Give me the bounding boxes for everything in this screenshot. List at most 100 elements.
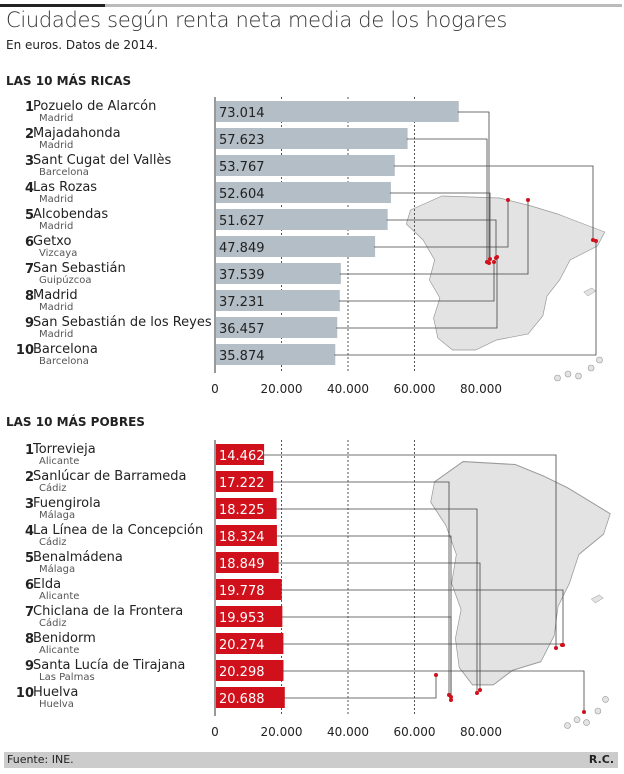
bar-poor xyxy=(216,444,265,465)
rank: 3 xyxy=(24,154,34,169)
bar-value-label: 57.623 xyxy=(219,133,265,148)
bar-rich xyxy=(216,344,336,365)
list-item: 1 Pozuelo de Alarcón Madrid xyxy=(0,99,210,127)
city-name: San Sebastián de los Reyes xyxy=(33,315,212,330)
section-title-poor: LAS 10 MÁS POBRES xyxy=(6,415,145,429)
connector-line xyxy=(386,219,497,258)
rank: 9 xyxy=(24,659,34,674)
spain-map-rich-canary-2 xyxy=(575,372,582,380)
bar-value-label: 51.627 xyxy=(219,214,265,229)
bar-poor xyxy=(216,471,274,492)
list-item: 10 Barcelona Barcelona xyxy=(0,342,210,370)
bar-poor xyxy=(216,633,284,654)
tick-label-poor: 80.000 xyxy=(460,725,502,739)
list-item: 3 Sant Cugat del Vallès Barcelona xyxy=(0,153,210,181)
rank: 4 xyxy=(24,181,34,196)
tick-label-rich: 40.000 xyxy=(327,382,369,396)
connector-line xyxy=(281,616,452,697)
bar-value-label: 36.457 xyxy=(219,322,265,337)
province-name: Madrid xyxy=(39,221,74,232)
connector-line xyxy=(374,200,509,248)
tick-label-rich: 80.000 xyxy=(460,382,502,396)
bar-value-label: 19.953 xyxy=(219,611,265,626)
connector-line xyxy=(389,192,491,259)
city-name: Huelva xyxy=(33,685,79,700)
bar-value-label: 17.222 xyxy=(219,476,265,491)
city-dot xyxy=(526,198,530,202)
province-name: Madrid xyxy=(39,302,74,313)
city-dot xyxy=(594,239,598,243)
bar-value-label: 18.324 xyxy=(219,530,265,545)
list-item: 2 Majadahonda Madrid xyxy=(0,126,210,154)
city-dot xyxy=(554,646,558,650)
connector-line xyxy=(272,481,450,695)
province-name: Cádiz xyxy=(39,483,67,494)
source-text: Fuente: INE. xyxy=(7,753,74,766)
bar-value-label: 52.604 xyxy=(219,187,265,202)
spain-map-poor-balearic xyxy=(590,594,604,604)
rank: 5 xyxy=(24,208,34,223)
tick-label-poor: 20.000 xyxy=(261,725,303,739)
spain-map-rich-canary-4 xyxy=(596,356,603,364)
city-name: La Línea de la Concepción xyxy=(33,523,204,538)
province-name: Huelva xyxy=(39,699,74,710)
list-item: 10 Huelva Huelva xyxy=(0,685,210,713)
bar-value-label: 18.225 xyxy=(219,503,265,518)
spain-map-poor-canary-1 xyxy=(573,716,581,724)
province-name: Barcelona xyxy=(39,356,89,367)
city-name: Sant Cugat del Vallès xyxy=(33,153,172,168)
city-name: Pozuelo de Alarcón xyxy=(33,99,157,114)
spain-map-poor-canary-2 xyxy=(583,719,590,726)
bar-rich xyxy=(216,101,459,122)
rank: 2 xyxy=(24,127,34,142)
list-item: 9 Santa Lucía de Tirajana Las Palmas xyxy=(0,658,210,686)
bar-rich xyxy=(216,182,391,203)
city-name: Alcobendas xyxy=(33,207,109,222)
footer: Fuente: INE. R.C. xyxy=(4,752,618,768)
bar-value-label: 19.778 xyxy=(219,584,265,599)
city-name: Benalmádena xyxy=(33,550,123,565)
list-item: 4 Las Rozas Madrid xyxy=(0,180,210,208)
list-item: 9 San Sebastián de los Reyes Madrid xyxy=(0,315,212,343)
province-name: Alicante xyxy=(39,645,80,656)
city-name: Fuengirola xyxy=(33,496,101,511)
rank: 3 xyxy=(24,497,34,512)
bar-rich xyxy=(216,236,376,257)
bar-value-label: 20.274 xyxy=(219,638,265,653)
city-dot xyxy=(495,255,499,259)
bar-poor xyxy=(216,579,282,600)
list-item: 4 La Línea de la Concepción Cádiz xyxy=(0,523,210,551)
bar-poor xyxy=(216,552,279,573)
rank: 2 xyxy=(24,470,34,485)
bar-value-label: 20.298 xyxy=(219,665,265,680)
rank: 4 xyxy=(24,524,34,539)
city-dot xyxy=(560,643,564,647)
spain-map-rich-balearic xyxy=(583,287,597,297)
bar-value-label: 35.874 xyxy=(219,349,265,364)
tick-label-rich: 60.000 xyxy=(394,382,436,396)
list-item: 8 Benidorm Alicante xyxy=(0,631,210,659)
credit-text: R.C. xyxy=(588,753,614,766)
list-item: 6 Getxo Vizcaya xyxy=(0,234,210,262)
bar-poor xyxy=(216,606,283,627)
city-dot xyxy=(506,198,510,202)
bar-rich xyxy=(216,155,395,176)
connector-line xyxy=(406,138,488,262)
rank: 10 xyxy=(15,343,34,358)
city-dot xyxy=(475,691,479,695)
spain-map-poor-canary-0 xyxy=(564,722,571,729)
spain-map-poor xyxy=(430,461,611,686)
rank: 10 xyxy=(15,686,34,701)
connector-line xyxy=(280,589,564,645)
bar-rich xyxy=(216,317,338,338)
rank: 7 xyxy=(24,262,34,277)
province-name: Málaga xyxy=(39,510,76,521)
city-name: Madrid xyxy=(33,288,78,303)
city-name: Sanlúcar de Barrameda xyxy=(33,469,187,484)
bar-rich xyxy=(216,209,388,230)
page-title: Ciudades según renta neta media de los h… xyxy=(6,8,507,32)
connector-line xyxy=(275,508,478,693)
province-name: Alicante xyxy=(39,456,80,467)
